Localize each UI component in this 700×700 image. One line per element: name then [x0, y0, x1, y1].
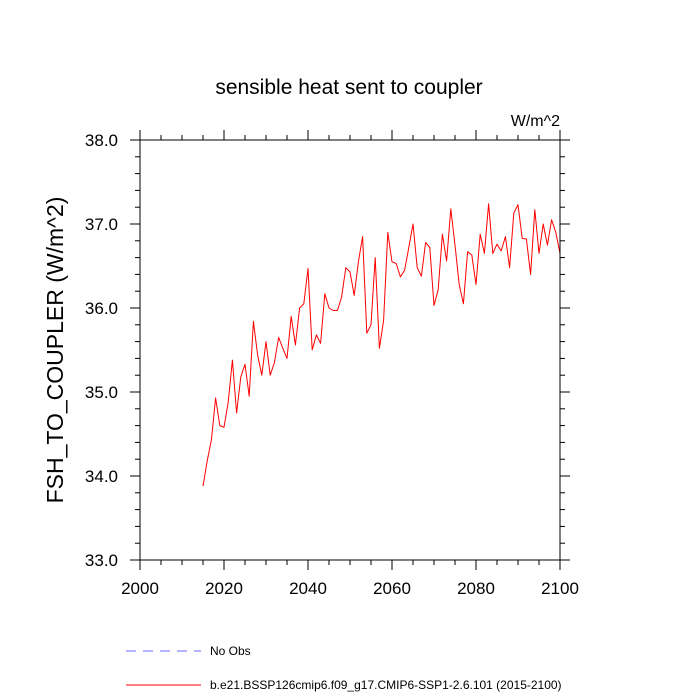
series-layer [202, 203, 561, 487]
y-tick-label: 37.0 [85, 215, 118, 234]
axis-ticks [130, 130, 570, 570]
x-tick-label: 2060 [373, 579, 411, 598]
x-tick-label: 2020 [205, 579, 243, 598]
y-tick-label: 38.0 [85, 131, 118, 150]
legend-label-ssp126: b.e21.BSSP126cmip6.f09_g17.CMIP6-SSP1-2.… [210, 678, 562, 692]
plot-frame [139, 139, 561, 561]
legend-item-no-obs: No Obs [126, 644, 251, 658]
series-line-0 [202, 203, 561, 487]
y-tick-label: 33.0 [85, 551, 118, 570]
x-tick-label: 2100 [541, 579, 579, 598]
legend-item-ssp126: b.e21.BSSP126cmip6.f09_g17.CMIP6-SSP1-2.… [126, 678, 562, 692]
tick-labels: 2000 2020 2040 2060 2080 2100 33.0 34.0 35.0 36.0… [85, 131, 579, 598]
legend-label-no-obs: No Obs [210, 644, 251, 658]
x-tick-label: 2000 [121, 579, 159, 598]
y-axis-label: FSH_TO_COUPLER (W/m^2) [42, 197, 68, 504]
y-tick-label: 34.0 [85, 467, 118, 486]
x-tick-label: 2040 [289, 579, 327, 598]
y-tick-label: 35.0 [85, 383, 118, 402]
units-label: W/m^2 [511, 113, 560, 130]
chart-title: sensible heat sent to coupler [215, 76, 482, 99]
x-tick-label: 2080 [457, 579, 495, 598]
legend: No Obs b.e21.BSSP126cmip6.f09_g17.CMIP6-… [126, 644, 562, 692]
y-tick-label: 36.0 [85, 299, 118, 318]
